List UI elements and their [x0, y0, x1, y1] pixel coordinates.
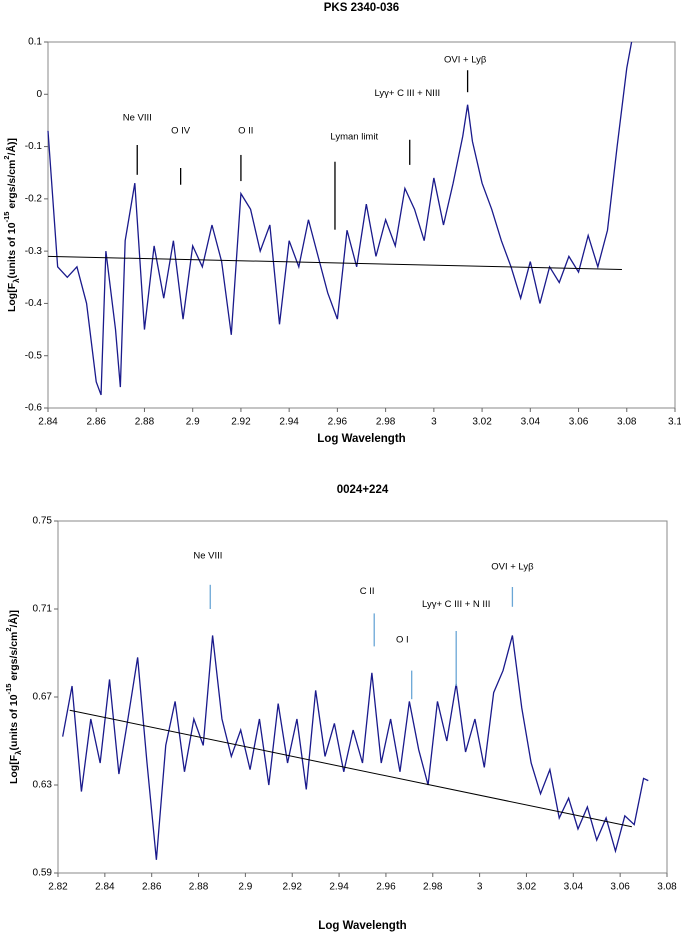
x-tick-label: 3.04 — [521, 417, 541, 428]
y-tick-label: 0.63 — [33, 780, 53, 791]
plot-frame — [47, 41, 676, 409]
y-axis-label-part: /Å)] — [5, 138, 18, 156]
annotation-label: Ne VIII — [123, 112, 152, 123]
y-tick-label: 0.59 — [33, 868, 53, 879]
y-tick-label: 0.71 — [33, 604, 53, 615]
x-tick-label: 2.92 — [231, 417, 251, 428]
y-axis-label-part: 2 — [4, 627, 13, 631]
annotation-label: Lyman limit — [330, 132, 378, 143]
x-tick-label: 2.96 — [376, 882, 396, 893]
y-axis-label-part: Log[F — [8, 754, 20, 784]
y-tick-label: 0.75 — [33, 516, 53, 527]
chart: 0024+224 Log Wavelength Log[Fλ(units of 10… — [4, 484, 677, 932]
x-tick-label: 3.02 — [472, 417, 492, 428]
annotation-label: O I — [396, 634, 409, 645]
x-tick-label: 3.06 — [610, 882, 630, 893]
x-tick-label: 3 — [477, 882, 483, 893]
y-axis-label: Log[Fλ(units of 10-15 ergs/s/cm2/Å)] — [4, 610, 22, 784]
x-tick-label: 3.04 — [564, 882, 584, 893]
y-axis-label-part: λ — [12, 278, 21, 283]
annotation-label: OVI + Lyβ — [491, 562, 534, 573]
x-tick-label: 2.88 — [135, 417, 155, 428]
spectrum-line — [62, 635, 649, 860]
annotation-label: O IV — [171, 125, 191, 136]
y-axis-label-part: (units of 10 — [6, 222, 18, 278]
x-tick-label: 2.92 — [282, 882, 302, 893]
chart-title: PKS 2340-036 — [324, 2, 399, 14]
y-axis-label-part: λ — [14, 750, 23, 755]
x-tick-label: 3.08 — [617, 417, 637, 428]
y-tick-label: -0.5 — [25, 350, 43, 361]
y-axis-label: Log[Fλ(units of 10-15 ergs/s/cm2/Å)] — [2, 138, 20, 312]
y-axis-label-part: ergs/s/cm — [8, 632, 20, 684]
x-tick-label: 2.98 — [423, 882, 443, 893]
y-tick-label: -0.4 — [25, 298, 43, 309]
annotation-label: O II — [238, 125, 253, 136]
x-tick-label: 2.98 — [376, 417, 396, 428]
y-axis-label-part: ergs/s/cm — [6, 160, 18, 212]
x-axis-label: Log Wavelength — [318, 920, 406, 932]
x-tick-label: 2.86 — [86, 417, 106, 428]
trend-line — [47, 255, 622, 270]
chart: PKS 2340-036 Log Wavelength Log[Fλ(units o… — [2, 2, 681, 445]
y-axis-label-part: -15 — [2, 212, 11, 223]
x-tick-label: 2.84 — [95, 882, 115, 893]
chart-title: 0024+224 — [337, 484, 389, 496]
x-tick-label: 3.08 — [657, 882, 677, 893]
x-axis-label: Log Wavelength — [317, 433, 405, 445]
x-tick-label: 3.02 — [517, 882, 537, 893]
x-tick-label: 2.86 — [142, 882, 162, 893]
x-tick-label: 3 — [431, 417, 437, 428]
x-tick-label: 2.94 — [329, 882, 349, 893]
annotation-label: Ne VIII — [193, 551, 222, 562]
y-tick-label: 0.1 — [28, 37, 42, 48]
spectrum-line — [47, 41, 633, 396]
y-axis-label-part: 2 — [2, 155, 11, 159]
y-axis-label-part: -15 — [4, 684, 13, 695]
y-tick-label: -0.1 — [25, 141, 43, 152]
y-axis-label-part: /Å)] — [7, 610, 20, 628]
x-tick-label: 2.94 — [279, 417, 299, 428]
annotation-label: Lyγ+ C III + N III — [422, 599, 490, 610]
annotation-label: OVI + Lyβ — [444, 54, 487, 65]
x-tick-label: 2.88 — [189, 882, 209, 893]
y-tick-label: -0.3 — [25, 246, 43, 257]
y-tick-label: -0.2 — [25, 193, 43, 204]
y-tick-label: 0.67 — [33, 692, 53, 703]
x-tick-label: 2.9 — [186, 417, 200, 428]
annotation-label: Lyγ+ C III + NIII — [374, 88, 440, 99]
x-tick-label: 2.9 — [238, 882, 252, 893]
x-tick-label: 3.1 — [668, 417, 681, 428]
x-tick-label: 3.06 — [569, 417, 589, 428]
y-axis-label-part: Log[F — [6, 282, 18, 312]
y-tick-label: -0.6 — [25, 403, 43, 414]
x-tick-label: 2.84 — [38, 417, 58, 428]
trend-line — [69, 709, 632, 828]
x-tick-label: 2.82 — [48, 882, 68, 893]
y-axis-label-part: (units of 10 — [8, 694, 20, 750]
annotation-label: C II — [360, 586, 375, 597]
x-tick-label: 2.96 — [328, 417, 348, 428]
y-tick-label: 0 — [36, 89, 42, 100]
